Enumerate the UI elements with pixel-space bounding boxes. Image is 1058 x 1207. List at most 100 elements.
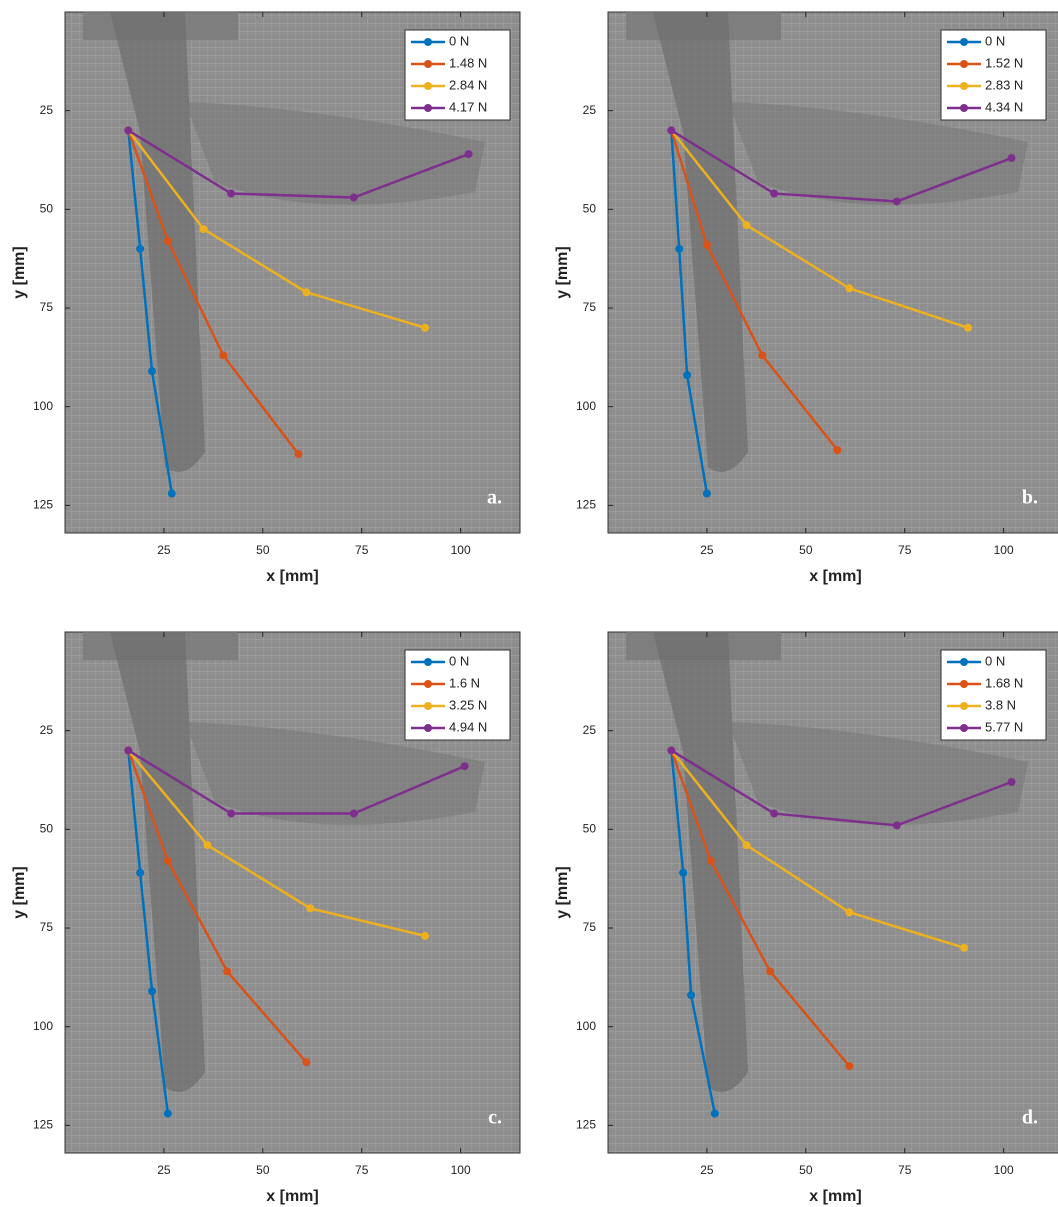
y-tick-label: 50: [583, 202, 597, 216]
y-tick-label: 75: [40, 920, 54, 934]
y-tick-label: 75: [40, 300, 54, 314]
series-line: [670, 750, 717, 1114]
data-point: [710, 1109, 719, 1118]
legend-box: [404, 29, 511, 121]
x-tick-label: 75: [898, 543, 912, 557]
legend-label: 1.68 N: [985, 675, 1023, 690]
data-point: [124, 126, 133, 135]
data-point: [227, 189, 236, 198]
data-point: [203, 841, 212, 850]
series-line: [127, 129, 300, 455]
x-tick-label: 75: [355, 1163, 369, 1177]
x-tick-label: 50: [799, 543, 813, 557]
data-point: [219, 351, 228, 360]
y-axis-label: y [mm]: [11, 866, 28, 918]
data-point: [421, 323, 430, 332]
series-line: [127, 750, 170, 1114]
legend-marker: [960, 724, 968, 732]
finger-body: [110, 632, 205, 1092]
series-line: [127, 749, 466, 815]
data-point: [892, 197, 901, 206]
finger-body: [110, 12, 205, 472]
series-line: [670, 130, 709, 494]
data-point: [136, 868, 145, 877]
y-tick-label: 25: [40, 723, 54, 737]
data-point: [742, 841, 751, 850]
y-tick-label: 125: [33, 498, 53, 512]
data-point: [421, 931, 430, 940]
data-point: [770, 809, 779, 818]
series-line: [670, 749, 1013, 827]
subplot: 25 50 75 100 25 50 75 100 125 x [mm] y [mm] 0 N 1.68…: [554, 631, 1058, 1205]
subplot: 25 50 75 100 25 50 75 100 125 x [mm] y [mm] 0 N 1.52…: [554, 11, 1058, 585]
legend-box: [940, 649, 1047, 741]
legend-box: [940, 29, 1047, 121]
legend-label: 0 N: [449, 653, 469, 668]
x-tick-label: 50: [256, 543, 270, 557]
series-line: [670, 129, 969, 329]
x-tick-label: 50: [799, 1163, 813, 1177]
y-axis-label: y [mm]: [11, 246, 28, 298]
y-tick-label: 25: [40, 103, 54, 117]
y-tick-label: 100: [576, 399, 596, 413]
x-axis-label: x [mm]: [809, 568, 861, 585]
legend-marker: [960, 104, 968, 112]
x-tick-label: 50: [256, 1163, 270, 1177]
data-point: [464, 150, 473, 159]
series-line: [127, 129, 426, 329]
y-tick-label: 125: [33, 1118, 53, 1132]
y-tick-label: 125: [576, 498, 596, 512]
legend-box: [404, 649, 511, 741]
y-tick-label: 100: [33, 1019, 53, 1033]
legend-label: 0 N: [449, 33, 469, 48]
y-tick-label: 100: [33, 399, 53, 413]
data-point: [766, 967, 775, 976]
legend-label: 1.6 N: [449, 675, 480, 690]
data-point: [460, 762, 469, 771]
data-point: [306, 904, 315, 913]
series-line: [127, 129, 470, 199]
legend-marker: [960, 702, 968, 710]
data-point: [294, 450, 303, 459]
x-axis-label: x [mm]: [266, 1188, 318, 1205]
finger-tip: [728, 722, 1028, 825]
legend-label: 2.83 N: [985, 77, 1023, 92]
legend-label: 3.25 N: [449, 697, 487, 712]
series-line: [670, 129, 1013, 203]
data-point: [702, 489, 711, 498]
legend-marker: [960, 658, 968, 666]
data-point: [302, 288, 311, 297]
legend-label: 3.8 N: [985, 697, 1016, 712]
data-point: [679, 868, 688, 877]
x-tick-label: 25: [700, 543, 714, 557]
legend-marker: [960, 38, 968, 46]
x-axis-label: x [mm]: [809, 1188, 861, 1205]
series-line: [127, 749, 426, 938]
data-point: [148, 987, 157, 996]
data-point: [683, 371, 692, 380]
data-point: [845, 284, 854, 293]
finger-body: [653, 12, 748, 472]
x-tick-label: 25: [700, 1163, 714, 1177]
data-point: [964, 323, 973, 332]
x-axis-label: x [mm]: [266, 568, 318, 585]
x-tick-label: 100: [451, 543, 471, 557]
data-point: [227, 809, 236, 818]
data-point: [136, 244, 145, 253]
finger-body: [653, 632, 748, 1092]
y-tick-label: 75: [583, 300, 597, 314]
finger-tip: [185, 722, 485, 825]
series-line: [127, 130, 174, 494]
legend-marker: [960, 680, 968, 688]
panel-label: b.: [1022, 487, 1038, 509]
legend-marker: [424, 104, 432, 112]
legend-label: 4.17 N: [449, 99, 487, 114]
legend-label: 1.52 N: [985, 55, 1023, 70]
data-point: [167, 489, 176, 498]
y-tick-label: 75: [583, 920, 597, 934]
data-point: [675, 244, 684, 253]
data-point: [845, 1062, 854, 1071]
y-tick-label: 50: [40, 202, 54, 216]
y-tick-label: 125: [576, 1118, 596, 1132]
x-tick-label: 75: [355, 543, 369, 557]
